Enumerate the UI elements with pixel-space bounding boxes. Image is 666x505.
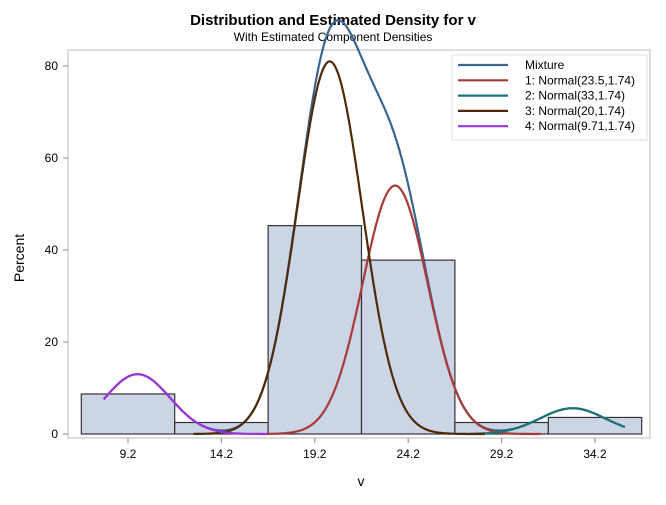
legend-entry: Mixture	[525, 58, 565, 72]
chart-subtitle: With Estimated Component Densities	[234, 30, 433, 44]
legend-entry: 1: Normal(23.5,1.74)	[525, 73, 635, 87]
x-tick-label: 34.2	[583, 447, 607, 461]
y-tick-label: 60	[45, 151, 59, 165]
legend-entry: 2: Normal(33,1.74)	[525, 89, 625, 103]
histogram-bar	[267, 225, 363, 435]
density-curve-3	[193, 60, 485, 436]
density-curve-4	[102, 373, 269, 436]
x-tick-label: 19.2	[303, 447, 327, 461]
x-tick-label: 9.2	[120, 447, 137, 461]
x-tick-label: 14.2	[210, 447, 234, 461]
x-tick-label: 24.2	[397, 447, 421, 461]
y-tick-label: 0	[51, 427, 58, 441]
histogram-bar	[80, 393, 176, 435]
legend-entry: 4: Normal(9.71,1.74)	[525, 119, 635, 133]
legend-entry: 3: Normal(20,1.74)	[525, 104, 625, 118]
y-axis-label: Percent	[11, 234, 27, 282]
histogram-bar	[360, 259, 456, 435]
x-tick-label: 29.2	[490, 447, 514, 461]
y-tick-label: 40	[45, 243, 59, 257]
histogram-bar	[547, 416, 643, 435]
density-curve-2	[469, 407, 626, 435]
y-tick-label: 20	[45, 335, 59, 349]
y-tick-label: 80	[45, 59, 59, 73]
x-axis-label: v	[358, 473, 365, 489]
chart-title: Distribution and Estimated Density for v	[190, 12, 477, 29]
